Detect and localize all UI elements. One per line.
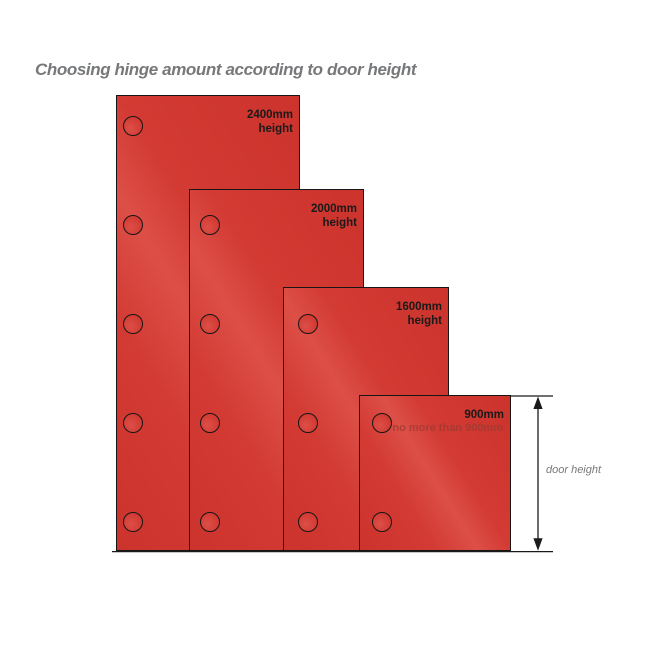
arrow-head-down-icon (533, 538, 543, 551)
door-900mm: 900mm no more than 900mm (359, 395, 511, 551)
hinge-hole-icon (122, 115, 143, 136)
arrow-head-up-icon (533, 396, 543, 409)
door-height-label: door height (546, 464, 602, 476)
hinge-hole-icon (122, 313, 143, 334)
hinge-hole-icon (297, 511, 318, 532)
hinge-spacing-note: no more than 900mm (392, 422, 503, 434)
door-height-value-label: 900mm (464, 409, 504, 421)
hinge-hole-icon (297, 313, 318, 334)
door-height-value-label: 2400mm height (246, 109, 293, 135)
hinge-hole-icon (297, 412, 318, 433)
hinge-hole-icon (371, 412, 392, 433)
door-height-value-label: 1600mm height (395, 301, 442, 327)
hinge-hole-icon (199, 511, 220, 532)
hinge-hole-icon (122, 511, 143, 532)
hinge-hole-icon (199, 313, 220, 334)
hinge-hole-icon (199, 412, 220, 433)
hinge-hole-icon (122, 214, 143, 235)
hinge-hole-icon (122, 412, 143, 433)
page-title: Choosing hinge amount according to door … (35, 60, 417, 79)
door-height-value-label: 2000mm height (310, 203, 357, 229)
hinge-hole-icon (371, 511, 392, 532)
hinge-hole-icon (199, 214, 220, 235)
